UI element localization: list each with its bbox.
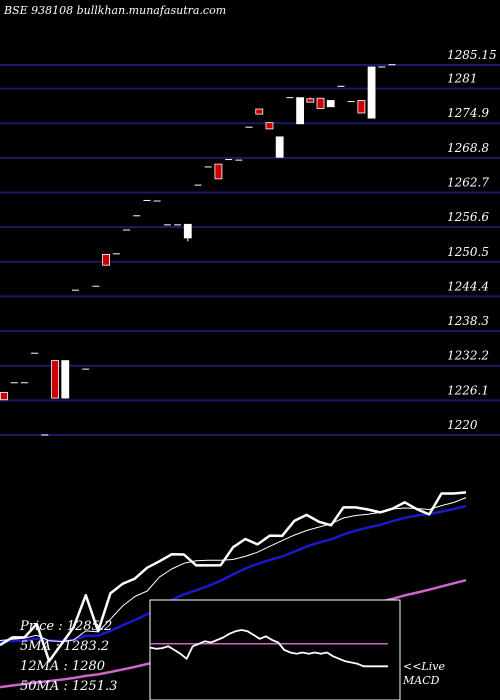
candle-body-down [357,100,366,114]
candle-body-down [102,254,111,266]
price-level-label: 1244.4 [447,279,489,293]
ma12-line [0,504,467,644]
candle [275,136,284,158]
candle-body-up [326,100,335,108]
candle-body-down [265,122,274,130]
macd-panel: <<Live MACD [149,599,445,700]
candle [214,163,223,180]
candle-body-down [316,97,325,109]
ma5-stat: 5MA : 1283.2 [20,639,109,654]
candle [102,254,111,266]
macd-box [149,599,401,700]
price-stat: Price : 1285.2 [19,619,112,634]
macd-lines [149,629,388,668]
price-level-label: 1250.5 [447,245,489,259]
price-level-label: 1285.15 [447,48,497,62]
price-level-label: 1220 [447,418,478,432]
macd-line [149,629,388,668]
candle-body-up [367,66,376,119]
candle-body-down [214,163,223,180]
candle [51,360,59,399]
candle-body-up [275,136,284,158]
price-level-label: 1281 [447,72,478,86]
candle [296,97,305,125]
candle [255,108,264,115]
price-level-label: 1256.6 [447,210,489,224]
candle [265,122,274,130]
candle-body-up [61,360,70,399]
close-line [0,491,467,663]
candle [0,392,8,401]
candle [183,223,192,242]
ma50-stat: 50MA : 1251.3 [20,679,117,694]
price-level-label: 1232.2 [447,349,489,363]
candle-body-down [306,98,315,103]
candle [326,100,335,108]
candle [357,100,366,114]
candle-body-down [255,108,264,115]
price-level-label: 1262.7 [447,175,489,189]
stats-block: Price : 1285.2 5MA : 1283.2 12MA : 1280 … [19,619,117,694]
macd-live-label: <<Live [403,660,445,673]
price-level-label: 1268.8 [447,141,489,155]
price-level-label: 1226.1 [447,383,489,397]
macd-title-label: MACD [402,674,440,687]
candle [316,97,325,109]
candle-body-up [183,223,192,239]
price-level-label: 1274.9 [447,106,489,120]
candle-body-up [296,97,305,125]
price-level-label: 1238.3 [447,314,489,328]
candlesticks [0,64,396,436]
candle [306,97,315,103]
price-gridlines: 1285.15 1281 1274.9 1268.8 1262.7 1256.6 1250.… [0,48,500,436]
candle [61,360,70,399]
chart-title: BSE 938108 bullkhan.munafasutra.com [3,4,226,17]
candle-body-down [0,392,8,401]
candle [367,66,376,119]
candle-body-down [51,360,59,399]
ma12-stat: 12MA : 1280 [20,659,105,674]
